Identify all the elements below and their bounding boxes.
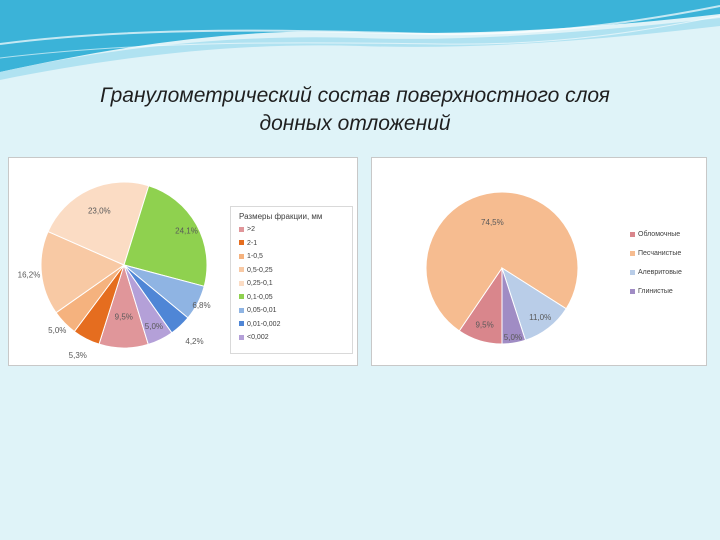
slice-value-label: 11,0% xyxy=(529,313,551,322)
legend-item: 0,01-0,002 xyxy=(239,320,280,330)
slice-value-label: 5,0% xyxy=(145,322,163,331)
slice-value-label: 9,5% xyxy=(115,313,133,322)
pie-slice xyxy=(47,181,150,266)
background-waves xyxy=(0,0,720,80)
legend-title: Размеры фракции, мм xyxy=(239,212,323,221)
legend-item: Песчанистые xyxy=(630,249,681,259)
slice-value-label: 23,0% xyxy=(88,207,111,216)
slice-value-label: 24,1% xyxy=(175,227,198,236)
legend-label: 0,1-0,05 xyxy=(247,293,273,301)
legend-label: Глинистые xyxy=(638,288,673,295)
slice-value-label: 5,0% xyxy=(48,326,66,335)
slice-value-label: 9,5% xyxy=(475,321,493,330)
legend-swatch xyxy=(239,280,244,286)
legend-swatch xyxy=(239,226,244,232)
legend-label: 0,5-0,25 xyxy=(247,266,273,274)
slide-title-line1: Гранулометрический состав поверхностного… xyxy=(100,84,610,107)
legend-swatch xyxy=(239,321,244,327)
pie-chart-fractions-panel: 9,5% 5,3% 5,0% 16,2% 23,0% 24,1% 6,8% 4,2% 5,0% … xyxy=(8,157,358,366)
legend-label: Обломочные xyxy=(638,231,681,238)
slice-value-label: 16,2% xyxy=(18,270,41,279)
legend-swatch xyxy=(239,240,244,246)
legend-label: >2 xyxy=(247,226,255,233)
legend-label: 2-1 xyxy=(247,239,258,247)
pie-slice xyxy=(425,191,579,332)
slide-title-line2: донных отложений xyxy=(259,112,451,135)
legend-item: 0,1-0,05 xyxy=(239,293,273,303)
legend-label: <0,002 xyxy=(247,334,269,341)
slice-value-label: 5,3% xyxy=(69,351,87,360)
slice-value-label: 5,0% xyxy=(504,333,522,342)
pie-slice xyxy=(501,267,527,345)
slice-value-label: 6,8% xyxy=(192,301,210,310)
pie-slice xyxy=(123,185,208,287)
legend-item: <0,002 xyxy=(239,333,269,343)
legend-swatch xyxy=(630,231,635,237)
legend-swatch xyxy=(630,269,635,275)
legend-item: 0,5-0,25 xyxy=(239,266,273,276)
legend-swatch xyxy=(630,288,635,294)
pie-chart-fractions: 9,5% 5,3% 5,0% 16,2% 23,0% 24,1% 6,8% 4,2% 5,0% xyxy=(18,181,211,360)
pie-slice xyxy=(40,230,126,314)
pie-chart-types: 9,5% 74,5% 11,0% 5,0% xyxy=(425,191,579,345)
legend-label: 0,05-0,01 xyxy=(247,307,277,314)
legend-swatch xyxy=(239,334,244,340)
legend-swatch xyxy=(239,294,244,300)
legend-label: Песчанистые xyxy=(638,250,682,257)
legend-fractions: Размеры фракции, мм >2 2-1 1-0,5 0,5-0,25 0,… xyxy=(230,206,353,354)
legend-swatch xyxy=(239,307,244,313)
legend-item: 0,05-0,01 xyxy=(239,306,277,316)
legend-label: Алевритовые xyxy=(638,269,682,276)
legend-swatch xyxy=(630,250,635,256)
legend-item: >2 xyxy=(239,225,255,235)
legend-label: 1-0,5 xyxy=(247,253,263,260)
legend-swatch xyxy=(239,253,244,259)
legend-swatch xyxy=(239,267,244,273)
pie-chart-types-panel: 9,5% 74,5% 11,0% 5,0% Обломочные Песчанистые… xyxy=(371,157,707,366)
legend-item: 0,25-0,1 xyxy=(239,279,273,289)
legend-label: 0,25-0,1 xyxy=(247,280,273,287)
legend-item: Обломочные xyxy=(630,230,680,240)
slide-title: Гранулометрический состав поверхностного… xyxy=(0,82,710,138)
legend-item: 2-1 xyxy=(239,239,257,249)
legend-item: Алевритовые xyxy=(630,268,682,278)
legend-label: 0,01-0,002 xyxy=(247,320,281,328)
legend-item: Глинистые xyxy=(630,287,673,297)
legend-item: 1-0,5 xyxy=(239,252,263,262)
slice-value-label: 74,5% xyxy=(481,218,504,227)
pie-slice xyxy=(123,264,173,345)
slice-value-label: 4,2% xyxy=(185,337,203,346)
